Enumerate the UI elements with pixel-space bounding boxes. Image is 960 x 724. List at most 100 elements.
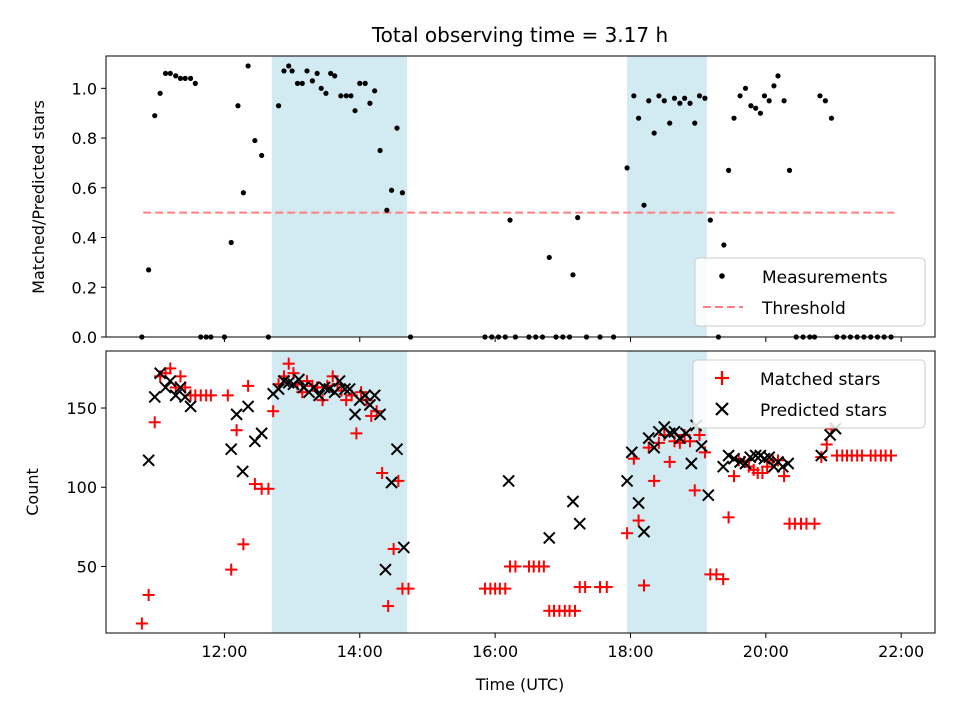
measurement-point bbox=[737, 93, 743, 99]
measurement-point bbox=[275, 103, 282, 109]
predicted-point bbox=[727, 452, 741, 465]
measurement-point bbox=[162, 70, 169, 77]
predicted-point bbox=[397, 541, 410, 554]
predicted-point bbox=[385, 476, 398, 489]
measurement-point bbox=[167, 70, 173, 77]
matched-point bbox=[663, 455, 676, 468]
predicted-point bbox=[142, 454, 155, 467]
measurement-point bbox=[157, 90, 163, 96]
x-axis-label: Time (UTC) bbox=[475, 675, 564, 694]
matched-point bbox=[267, 405, 280, 418]
predicted-point bbox=[642, 431, 655, 445]
measurement-point bbox=[146, 267, 152, 273]
measurement-point bbox=[314, 70, 320, 77]
predicted-point bbox=[695, 439, 708, 453]
matched-point bbox=[722, 511, 735, 524]
predicted-point bbox=[224, 443, 238, 456]
x-tick-label: 22:00 bbox=[878, 642, 924, 661]
measurement-point bbox=[388, 187, 395, 193]
predicted-point bbox=[230, 408, 243, 421]
x-tick-label: 12:00 bbox=[201, 642, 247, 661]
predicted-point bbox=[184, 400, 197, 413]
predicted-point bbox=[573, 517, 586, 530]
measurement-point bbox=[641, 202, 647, 208]
measurement-point bbox=[328, 70, 334, 77]
measurement-point bbox=[362, 80, 368, 86]
predicted-point bbox=[379, 563, 392, 576]
matched-point bbox=[808, 517, 821, 530]
measurement-point bbox=[173, 73, 179, 79]
predicted-point bbox=[343, 382, 356, 396]
predicted-point bbox=[373, 408, 387, 421]
predicted-point bbox=[153, 366, 167, 380]
measurement-point bbox=[187, 75, 194, 81]
y-tick-label: 0.0 bbox=[72, 328, 97, 347]
matched-point bbox=[387, 543, 400, 556]
matched-point bbox=[688, 484, 701, 497]
matched-point bbox=[142, 588, 155, 601]
measurement-point bbox=[671, 95, 678, 101]
predicted-point bbox=[169, 389, 182, 402]
predicted-point bbox=[178, 390, 192, 404]
matched-point bbox=[242, 379, 255, 392]
predicted-point bbox=[255, 427, 268, 440]
measurement-point bbox=[182, 75, 188, 81]
measurement-point bbox=[631, 93, 637, 99]
matched-point bbox=[600, 581, 613, 594]
measurement-point bbox=[309, 78, 316, 84]
measurement-point bbox=[721, 242, 727, 248]
predicted-point bbox=[632, 496, 645, 510]
measurement-point bbox=[152, 113, 158, 119]
measurement-point bbox=[687, 100, 693, 106]
y-tick-label: 50 bbox=[77, 557, 97, 576]
predicted-point bbox=[292, 373, 306, 386]
count-legend: Matched stars Predicted stars bbox=[692, 359, 926, 429]
measurement-point bbox=[575, 215, 581, 221]
matched-point bbox=[717, 573, 730, 586]
measurement-point bbox=[299, 80, 305, 86]
measurement-point bbox=[357, 80, 363, 86]
y-tick-label: 1.0 bbox=[72, 79, 97, 98]
legend-measurements-label: Measurements bbox=[762, 268, 888, 288]
measurement-point bbox=[667, 120, 673, 126]
measurement-point bbox=[332, 73, 338, 79]
measurement-point bbox=[702, 95, 708, 101]
predicted-point bbox=[164, 374, 177, 388]
measurement-point bbox=[786, 167, 793, 173]
measurement-point bbox=[766, 98, 772, 104]
measurement-point bbox=[294, 80, 301, 86]
matched-point bbox=[509, 560, 522, 573]
measurement-point bbox=[384, 207, 390, 213]
measurement-point bbox=[646, 98, 652, 104]
measurement-point bbox=[348, 93, 354, 99]
measurement-point bbox=[731, 115, 737, 121]
predicted-point bbox=[272, 382, 285, 396]
matched-point bbox=[648, 474, 661, 487]
shaded-interval bbox=[627, 56, 707, 337]
measurement-point bbox=[192, 80, 198, 86]
measurement-point bbox=[240, 190, 246, 196]
measurement-point bbox=[245, 63, 251, 69]
matched-point bbox=[771, 454, 784, 467]
matched-point bbox=[204, 389, 217, 402]
predicted-point bbox=[368, 389, 381, 402]
predicted-point bbox=[338, 382, 352, 396]
y-tick-label: 100 bbox=[66, 478, 97, 497]
count-ylabel: Count bbox=[23, 468, 42, 516]
legend-matched-marker bbox=[715, 371, 729, 385]
matched-point bbox=[230, 424, 243, 437]
matched-point bbox=[350, 427, 363, 440]
predicted-point bbox=[148, 390, 161, 404]
matched-point bbox=[632, 514, 645, 527]
measurement-point bbox=[570, 272, 576, 278]
matched-point bbox=[225, 563, 238, 576]
y-tick-label: 0.6 bbox=[72, 179, 97, 198]
y-tick-label: 0.4 bbox=[72, 229, 97, 248]
measurement-point bbox=[677, 100, 683, 106]
x-tick-label: 14:00 bbox=[337, 642, 383, 661]
predicted-point bbox=[333, 374, 346, 388]
measurement-point bbox=[252, 137, 258, 144]
predicted-point bbox=[159, 381, 172, 394]
measurement-point bbox=[682, 95, 688, 101]
matched-point bbox=[710, 568, 723, 581]
